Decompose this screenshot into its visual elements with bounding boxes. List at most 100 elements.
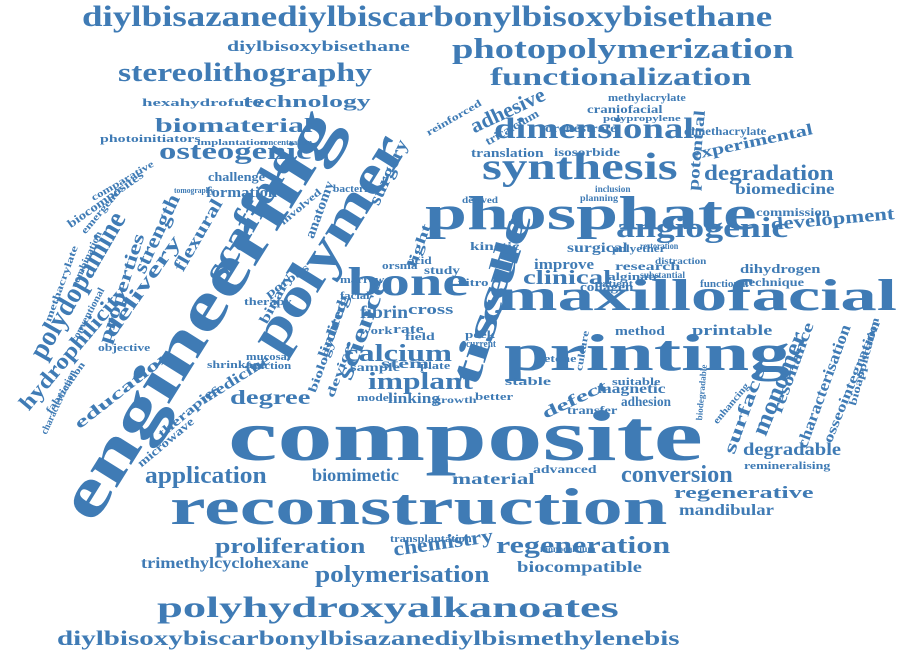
cloud-word-polyether: polyether xyxy=(612,243,666,255)
cloud-word-peek: peek xyxy=(465,329,495,341)
cloud-word-marrow: marrow xyxy=(340,275,385,286)
cloud-word-formation: formation xyxy=(206,185,278,201)
cloud-word-method: method xyxy=(615,323,665,338)
cloud-word-degradation: degradation xyxy=(704,160,834,185)
cloud-word-sample: sample xyxy=(350,360,400,374)
cloud-word-concentration: concentration xyxy=(260,138,313,147)
cloud-word-application: application xyxy=(145,463,267,489)
cloud-word-polyhydroxyalkanoates: polyhydroxyalkanoates xyxy=(157,591,619,624)
cloud-word-growth: growth xyxy=(434,395,477,405)
cloud-word-advanced: advanced xyxy=(533,462,597,476)
cloud-word-transplantation: transplantation xyxy=(390,533,472,545)
cloud-word-surgical: surgical xyxy=(567,241,628,256)
cloud-word-biomedicine: biomedicine xyxy=(735,181,835,198)
cloud-word-implant: implant xyxy=(368,369,474,395)
cloud-word-stereolithography: stereolithography xyxy=(118,58,372,87)
cloud-word-vitro: vitro xyxy=(458,278,489,289)
cloud-word-bacteria: bacteria xyxy=(333,184,373,195)
cloud-word-printable: printable xyxy=(692,323,773,339)
cloud-word-stem: stem xyxy=(381,357,429,372)
cloud-word-improve: improve xyxy=(534,257,595,273)
cloud-word-fibrin: fibrin xyxy=(360,302,409,322)
cloud-word-cross: cross xyxy=(408,302,454,318)
cloud-word-study: study xyxy=(424,263,461,277)
cloud-word-transfer: transfer xyxy=(567,403,618,417)
cloud-word-field: field xyxy=(405,331,435,343)
cloud-word-reconstruction: reconstruction xyxy=(170,479,668,536)
cloud-word-functionalization: functionalization xyxy=(490,64,752,91)
cloud-word-objective: objective xyxy=(98,342,151,354)
cloud-word-better: better xyxy=(475,391,514,403)
cloud-word-technology: technology xyxy=(243,92,371,111)
cloud-word-conversion: conversion xyxy=(621,462,733,488)
cloud-word-regeneration: regeneration xyxy=(496,533,671,559)
cloud-word-polypropylene: polypropylene xyxy=(603,114,681,123)
cloud-word-facial: facial xyxy=(340,290,370,302)
cloud-word-commission: commission xyxy=(756,205,830,219)
cloud-word-functional: functional xyxy=(700,279,749,290)
cloud-word-craniofacial: craniofacial xyxy=(587,102,663,116)
cloud-word-linking: linking xyxy=(388,391,441,407)
cloud-word-kinetic: kinetic xyxy=(470,239,520,253)
cloud-word-translation: translation xyxy=(471,145,544,160)
cloud-word-biocompatible: biocompatible xyxy=(517,559,642,576)
cloud-word-hexahydrofuro: hexahydrofuro xyxy=(142,97,262,109)
cloud-word-diylbisoxybiscarbonylbisazanediylbismethylenebis: diylbisoxybiscarbonylbisazanediylbismeth… xyxy=(57,626,680,650)
cloud-word-clinical: clinical xyxy=(523,267,612,289)
cloud-word-current: current xyxy=(466,339,497,350)
cloud-word-mucosal: mucosal xyxy=(246,351,291,363)
cloud-word-dimensional: dimensional xyxy=(494,112,695,145)
cloud-word-synthesis: synthesis xyxy=(482,146,678,188)
cloud-word-substantial: substantial xyxy=(640,270,686,280)
cloud-word-technique: technique xyxy=(744,275,805,289)
cloud-word-remineralising: remineralising xyxy=(744,460,831,472)
cloud-word-proliferation: proliferation xyxy=(215,533,366,558)
cloud-word-dihydrogen: dihydrogen xyxy=(740,261,821,276)
cloud-word-rate: rate xyxy=(393,321,424,336)
cloud-word-model: model xyxy=(357,392,393,404)
cloud-word-degradable: degradable xyxy=(743,439,842,459)
cloud-word-implantation: implantation xyxy=(197,138,268,147)
cloud-word-osteogenic: osteogenic xyxy=(159,139,312,165)
cloud-word-alginate: alginate xyxy=(608,272,660,283)
cloud-word-research: research xyxy=(615,259,681,273)
cloud-word-diylbisazanediylbiscarbonylbisoxybisethane: diylbisazanediylbiscarbonylbisoxybisetha… xyxy=(82,0,773,33)
cloud-word-tomography: tomography xyxy=(174,186,214,195)
cloud-word-distraction: distraction xyxy=(655,256,707,266)
cloud-word-orsma: orsma xyxy=(382,261,418,272)
cloud-word-printing: printing xyxy=(504,325,791,382)
cloud-word-trimethylcyclohexane: trimethylcyclohexane xyxy=(141,555,309,572)
cloud-word-calcium: calcium xyxy=(344,341,452,367)
cloud-word-biomaterial: biomaterial xyxy=(155,115,313,137)
cloud-word-composite: composite xyxy=(228,396,703,476)
cloud-word-ketone: ketone xyxy=(536,354,577,365)
cloud-word-patient: patient xyxy=(595,279,633,290)
cloud-word-adhesion: adhesion xyxy=(621,395,671,410)
cloud-word-degree: degree xyxy=(230,387,311,409)
cloud-word-plate: plate xyxy=(420,361,451,372)
cloud-word-biodegradable: biodegradable xyxy=(694,364,709,421)
cloud-word-planning: planning xyxy=(580,193,619,203)
cloud-word-work: work xyxy=(360,325,393,337)
cloud-word-function: function xyxy=(246,360,292,372)
cloud-word-diylbisoxybisethane: diylbisoxybisethane xyxy=(227,39,410,55)
cloud-word-orchestrate: orchestrate xyxy=(545,121,617,135)
cloud-word-dimethacrylate: dimethacrylate xyxy=(684,124,767,138)
cloud-word-polymerisation: polymerisation xyxy=(315,562,490,588)
cloud-word-inclusion: inclusion xyxy=(595,184,631,194)
cloud-word-isosorbide: isosorbide xyxy=(554,145,621,159)
cloud-word-therapy: therapy xyxy=(244,296,292,308)
cloud-word-methylacrylate: methylacrylate xyxy=(608,93,686,104)
cloud-word-bone: bone xyxy=(348,259,469,304)
cloud-word-restoration: restoration xyxy=(640,241,679,251)
cloud-word-suitable: suitable xyxy=(612,377,661,388)
cloud-word-photoinitiators: photoinitiators xyxy=(100,133,201,145)
cloud-word-angiogenic: angiogenic xyxy=(616,212,789,244)
cloud-word-collagen: collagen xyxy=(580,279,634,294)
cloud-word-monocalcium: monocalcium xyxy=(540,544,596,554)
cloud-word-shrinkage: shrinkage xyxy=(207,359,266,371)
cloud-word-biomimetic: biomimetic xyxy=(312,465,399,485)
cloud-word-maxillofacial: maxillofacial xyxy=(497,271,897,320)
cloud-word-photopolymerization: photopolymerization xyxy=(452,34,794,65)
